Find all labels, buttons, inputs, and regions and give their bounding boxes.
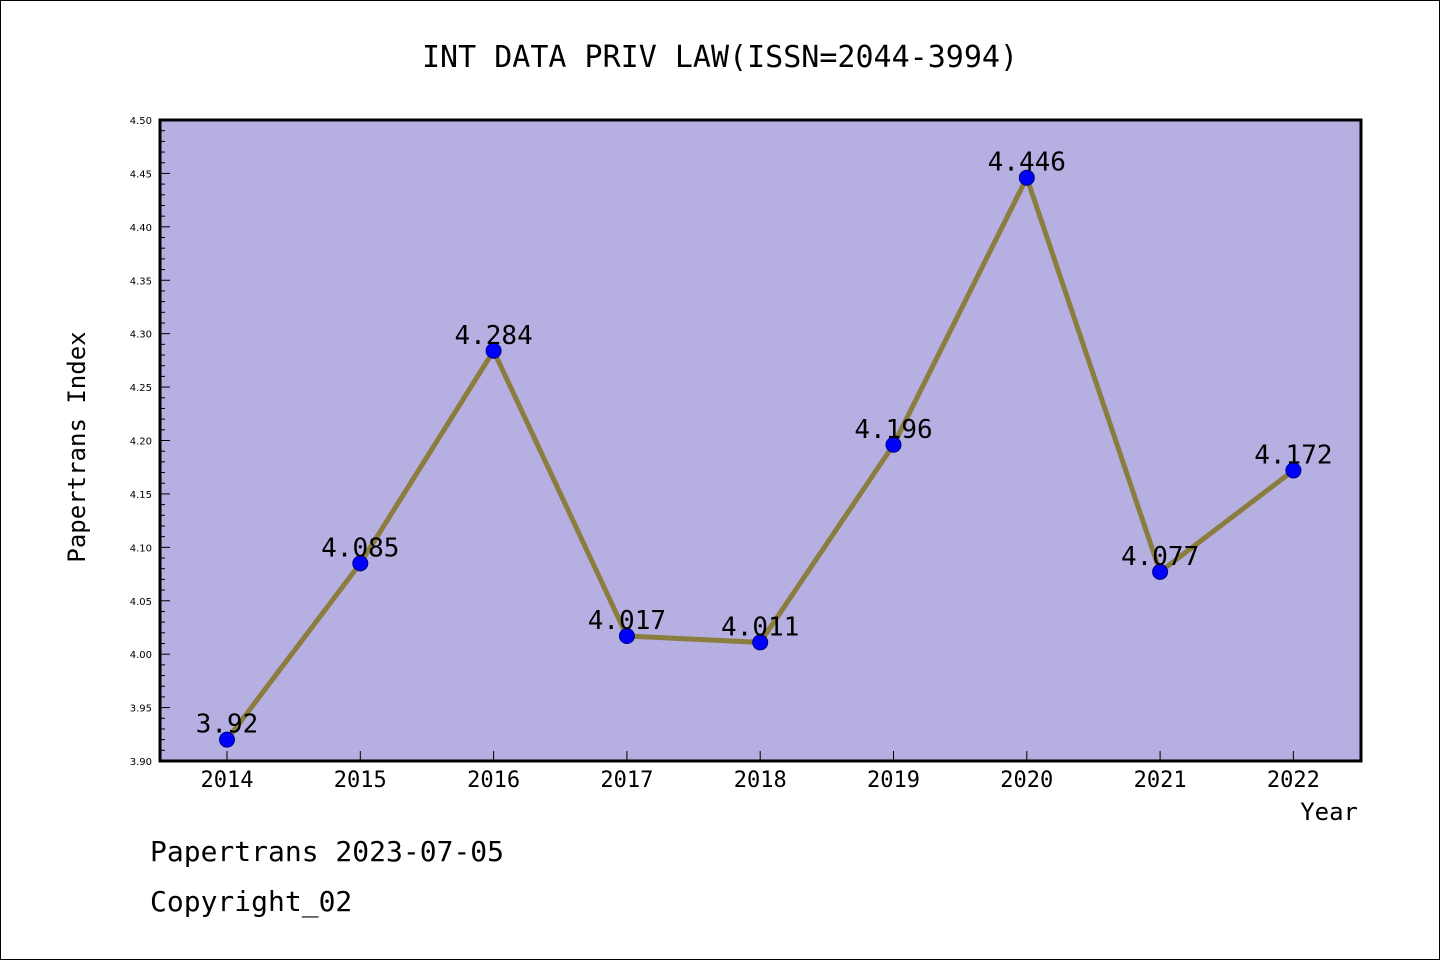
data-point-marker (485, 342, 502, 359)
y-tick-label: 4.30 (130, 330, 152, 341)
y-tick-label: 4.50 (130, 116, 152, 127)
x-tick-label: 2019 (867, 768, 920, 793)
x-tick-label: 2022 (1267, 768, 1320, 793)
plot-area (160, 120, 1361, 761)
x-tick-label: 2015 (334, 768, 387, 793)
data-point-marker (885, 436, 902, 453)
data-point-marker (1152, 563, 1169, 580)
x-tick-label: 2021 (1134, 768, 1187, 793)
y-tick-label: 3.90 (130, 757, 152, 768)
x-tick-label: 2014 (201, 768, 254, 793)
x-tick-label: 2020 (1000, 768, 1053, 793)
x-axis: 2014 2015 2016 2017 2018 2019 2020 2021 2022 (201, 751, 1320, 793)
y-tick-label: 3.95 (130, 704, 152, 715)
data-point-label: 3.92 (196, 710, 259, 740)
data-labels-group: 3.92 4.085 4.284 4.017 4.011 4.196 4.446 4.077 4… (196, 148, 1333, 740)
y-tick-label: 4.45 (130, 169, 152, 180)
y-tick-label: 4.10 (130, 543, 152, 554)
y-tick-label: 4.25 (130, 383, 152, 394)
data-point-label: 4.196 (854, 415, 932, 445)
data-point-label: 4.446 (988, 148, 1066, 178)
data-point-label: 4.017 (588, 606, 666, 636)
footer-date-text: Papertrans 2023-07-05 (150, 835, 505, 868)
data-point-marker (618, 628, 635, 645)
x-tick-label: 2018 (734, 768, 787, 793)
data-point-label: 4.085 (321, 533, 399, 563)
plot-border (158, 118, 1363, 763)
x-axis-label: Year (1300, 798, 1358, 826)
data-point-marker (219, 731, 235, 748)
y-tick-label: 4.35 (130, 276, 152, 287)
x-tick-label: 2016 (467, 768, 520, 793)
y-tick-label: 4.20 (130, 437, 152, 448)
y-tick-label: 4.15 (130, 490, 152, 501)
chart-title: INT DATA PRIV LAW(ISSN=2044-3994) (422, 40, 1018, 75)
y-tick-label: 4.00 (130, 650, 152, 661)
footer-copyright-text: Copyright_02 (150, 885, 353, 918)
data-point-marker (1285, 462, 1302, 479)
x-tick-label: 2017 (600, 768, 653, 793)
data-point-label: 4.172 (1254, 440, 1332, 470)
data-point-marker (352, 555, 369, 572)
data-point-marker (752, 634, 769, 651)
y-axis-label: Papertrans Index (63, 331, 91, 562)
markers-group (219, 169, 1302, 748)
y-tick-label: 4.05 (130, 597, 152, 608)
data-point-marker (1018, 169, 1035, 186)
y-tick-label: 4.40 (130, 223, 152, 234)
data-point-label: 4.011 (721, 612, 799, 642)
data-point-label: 4.284 (454, 321, 532, 351)
data-point-label: 4.077 (1121, 542, 1199, 572)
